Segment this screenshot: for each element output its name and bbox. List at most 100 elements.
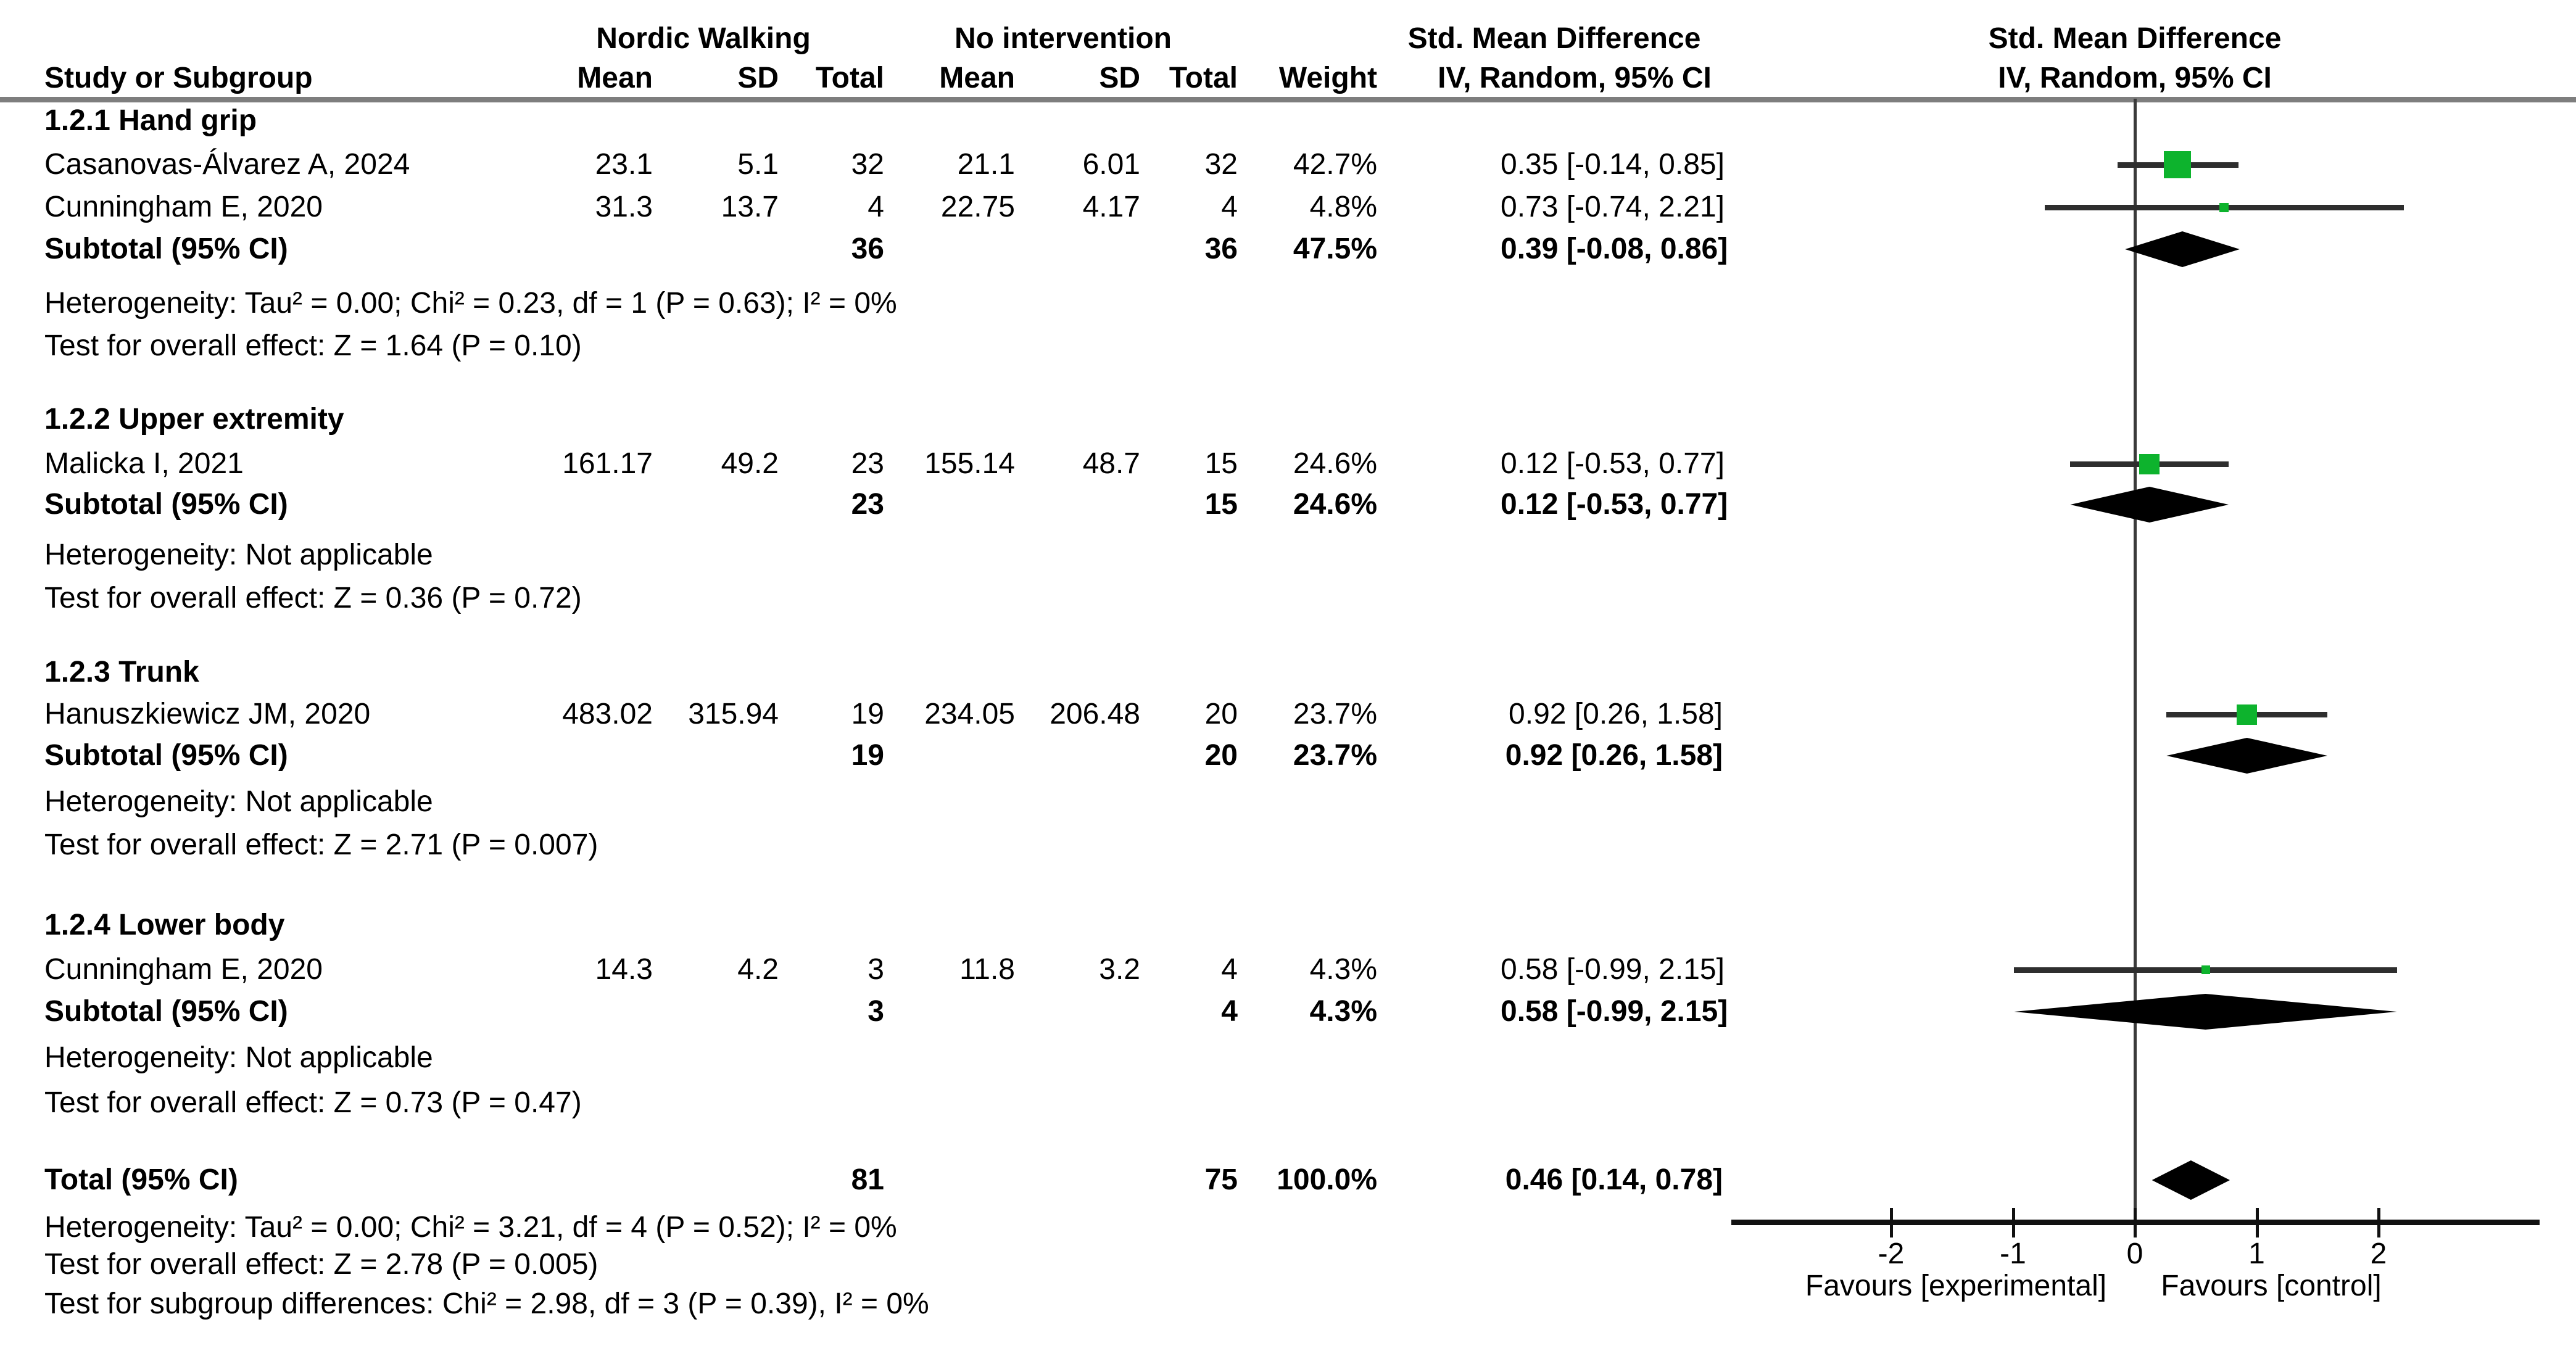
cell-mean2: 155.14 <box>924 447 1015 480</box>
cell-weight: 42.7% <box>1293 148 1377 181</box>
study-label: Cunningham E, 2020 <box>44 191 323 223</box>
x-axis-tick <box>2255 1208 2259 1237</box>
effect-ci-text: 0.92 [0.26, 1.58] <box>1509 698 1723 730</box>
stat-note: Heterogeneity: Tau² = 0.00; Chi² = 0.23,… <box>44 287 897 320</box>
x-axis-tick <box>2011 1208 2015 1237</box>
effect-square <box>2219 202 2229 212</box>
effect-ci-text: 0.73 [-0.74, 2.21] <box>1501 191 1725 223</box>
effect-square <box>2237 704 2258 725</box>
effect-ci-text: 0.12 [-0.53, 0.77] <box>1501 488 1728 521</box>
stat-note: Test for overall effect: Z = 1.64 (P = 0… <box>44 329 582 362</box>
effect-ci-text: 0.39 [-0.08, 0.86] <box>1501 233 1728 265</box>
cell-sd2: 48.7 <box>1082 447 1140 480</box>
cell-sd2: 4.17 <box>1082 191 1140 223</box>
subgroup-heading: 1.2.3 Trunk <box>44 656 199 688</box>
x-axis-tick-label: 0 <box>2126 1237 2143 1270</box>
effect-ci-text: 0.12 [-0.53, 0.77] <box>1501 447 1725 480</box>
cell-total1: 32 <box>851 148 884 181</box>
subtotal-label: Subtotal (95% CI) <box>44 995 288 1028</box>
stat-note: Test for overall effect: Z = 2.78 (P = 0… <box>44 1248 598 1281</box>
cell-sd1: 315.94 <box>688 698 779 730</box>
cell-sd1: 49.2 <box>721 447 779 480</box>
effect-ci-text: 0.46 [0.14, 0.78] <box>1505 1163 1723 1196</box>
cell-sd1: 5.1 <box>737 148 779 181</box>
cell-weight: 23.7% <box>1293 739 1377 772</box>
effect-column-header-line1: Std. Mean Difference <box>1407 22 1701 55</box>
group1-header: Nordic Walking <box>596 22 811 55</box>
cell-total2: 15 <box>1204 447 1238 480</box>
cell-weight: 100.0% <box>1277 1163 1377 1196</box>
cell-weight: 24.6% <box>1293 488 1377 521</box>
group2-header: No intervention <box>954 22 1172 55</box>
effect-ci-text: 0.35 [-0.14, 0.85] <box>1501 148 1725 181</box>
subgroup-heading: 1.2.4 Lower body <box>44 909 285 941</box>
subgroup-heading: 1.2.1 Hand grip <box>44 104 257 137</box>
cell-weight: 4.8% <box>1309 191 1377 223</box>
x-axis-tick-label: -2 <box>1878 1237 1905 1270</box>
cell-total2: 4 <box>1221 953 1238 986</box>
header-divider <box>0 97 2576 102</box>
cell-total1: 23 <box>851 447 884 480</box>
stat-note: Test for subgroup differences: Chi² = 2.… <box>44 1287 929 1320</box>
subgroup-heading: 1.2.2 Upper extremity <box>44 403 344 436</box>
cell-sd1: 13.7 <box>721 191 779 223</box>
col-mean-nordic: Mean <box>577 62 653 94</box>
cell-mean1: 483.02 <box>562 698 653 730</box>
cell-total2: 75 <box>1204 1163 1238 1196</box>
cell-total2: 36 <box>1204 233 1238 265</box>
cell-total1: 81 <box>851 1163 884 1196</box>
x-axis-tick <box>1890 1208 1893 1237</box>
stat-note: Heterogeneity: Not applicable <box>44 539 433 571</box>
cell-total2: 15 <box>1204 488 1238 521</box>
cell-total2: 4 <box>1221 995 1238 1028</box>
cell-total1: 3 <box>868 995 884 1028</box>
cell-sd2: 3.2 <box>1099 953 1140 986</box>
effect-square <box>2201 965 2210 974</box>
x-axis-tick-label: 1 <box>2248 1237 2265 1270</box>
effect-ci-text: 0.92 [0.26, 1.58] <box>1505 739 1723 772</box>
cell-total2: 20 <box>1204 739 1238 772</box>
cell-total1: 4 <box>868 191 884 223</box>
subtotal-diamond <box>2070 487 2229 523</box>
total-diamond <box>2151 1160 2230 1200</box>
zero-line <box>2134 99 2137 1225</box>
col-sd-control: SD <box>1099 62 1140 94</box>
cell-sd2: 6.01 <box>1082 148 1140 181</box>
stat-note: Heterogeneity: Not applicable <box>44 785 433 818</box>
stat-note: Test for overall effect: Z = 2.71 (P = 0… <box>44 828 598 861</box>
cell-total1: 23 <box>851 488 884 521</box>
cell-total1: 36 <box>851 233 884 265</box>
cell-total2: 4 <box>1221 191 1238 223</box>
plot-header-line2: IV, Random, 95% CI <box>1998 62 2272 94</box>
cell-total1: 19 <box>851 698 884 730</box>
cell-mean2: 234.05 <box>924 698 1015 730</box>
cell-weight: 47.5% <box>1293 233 1377 265</box>
study-label: Cunningham E, 2020 <box>44 953 323 986</box>
cell-mean1: 31.3 <box>595 191 653 223</box>
study-label: Casanovas-Álvarez A, 2024 <box>44 148 410 181</box>
x-axis-tick <box>2134 1208 2137 1237</box>
stat-note: Heterogeneity: Tau² = 0.00; Chi² = 3.21,… <box>44 1211 897 1244</box>
cell-mean1: 23.1 <box>595 148 653 181</box>
col-mean-control: Mean <box>939 62 1015 94</box>
cell-mean2: 21.1 <box>957 148 1015 181</box>
col-total-nordic: Total <box>815 62 884 94</box>
effect-ci-text: 0.58 [-0.99, 2.15] <box>1501 953 1725 986</box>
stat-note: Test for overall effect: Z = 0.73 (P = 0… <box>44 1086 582 1119</box>
cell-total1: 19 <box>851 739 884 772</box>
cell-weight: 4.3% <box>1309 953 1377 986</box>
total-label: Total (95% CI) <box>44 1163 238 1196</box>
subtotal-diamond <box>2125 231 2240 267</box>
subtotal-label: Subtotal (95% CI) <box>44 739 288 772</box>
favours-experimental-label: Favours [experimental] <box>1805 1270 2107 1302</box>
stat-note: Test for overall effect: Z = 0.36 (P = 0… <box>44 582 582 614</box>
effect-square <box>2164 151 2192 178</box>
plot-header-line1: Std. Mean Difference <box>1988 22 2282 55</box>
col-total-control: Total <box>1169 62 1238 94</box>
cell-weight: 24.6% <box>1293 447 1377 480</box>
col-weight: Weight <box>1278 62 1377 94</box>
cell-weight: 23.7% <box>1293 698 1377 730</box>
study-label: Hanuszkiewicz JM, 2020 <box>44 698 371 730</box>
cell-weight: 4.3% <box>1309 995 1377 1028</box>
